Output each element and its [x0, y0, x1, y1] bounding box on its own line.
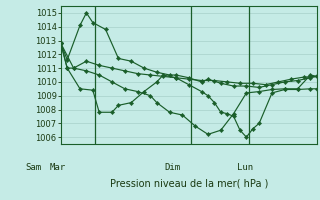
Text: Dim: Dim — [165, 163, 181, 172]
Text: Mar: Mar — [50, 163, 66, 172]
Text: Pression niveau de la mer( hPa ): Pression niveau de la mer( hPa ) — [110, 178, 268, 188]
Text: Sam: Sam — [26, 163, 42, 172]
Text: Lun: Lun — [237, 163, 253, 172]
